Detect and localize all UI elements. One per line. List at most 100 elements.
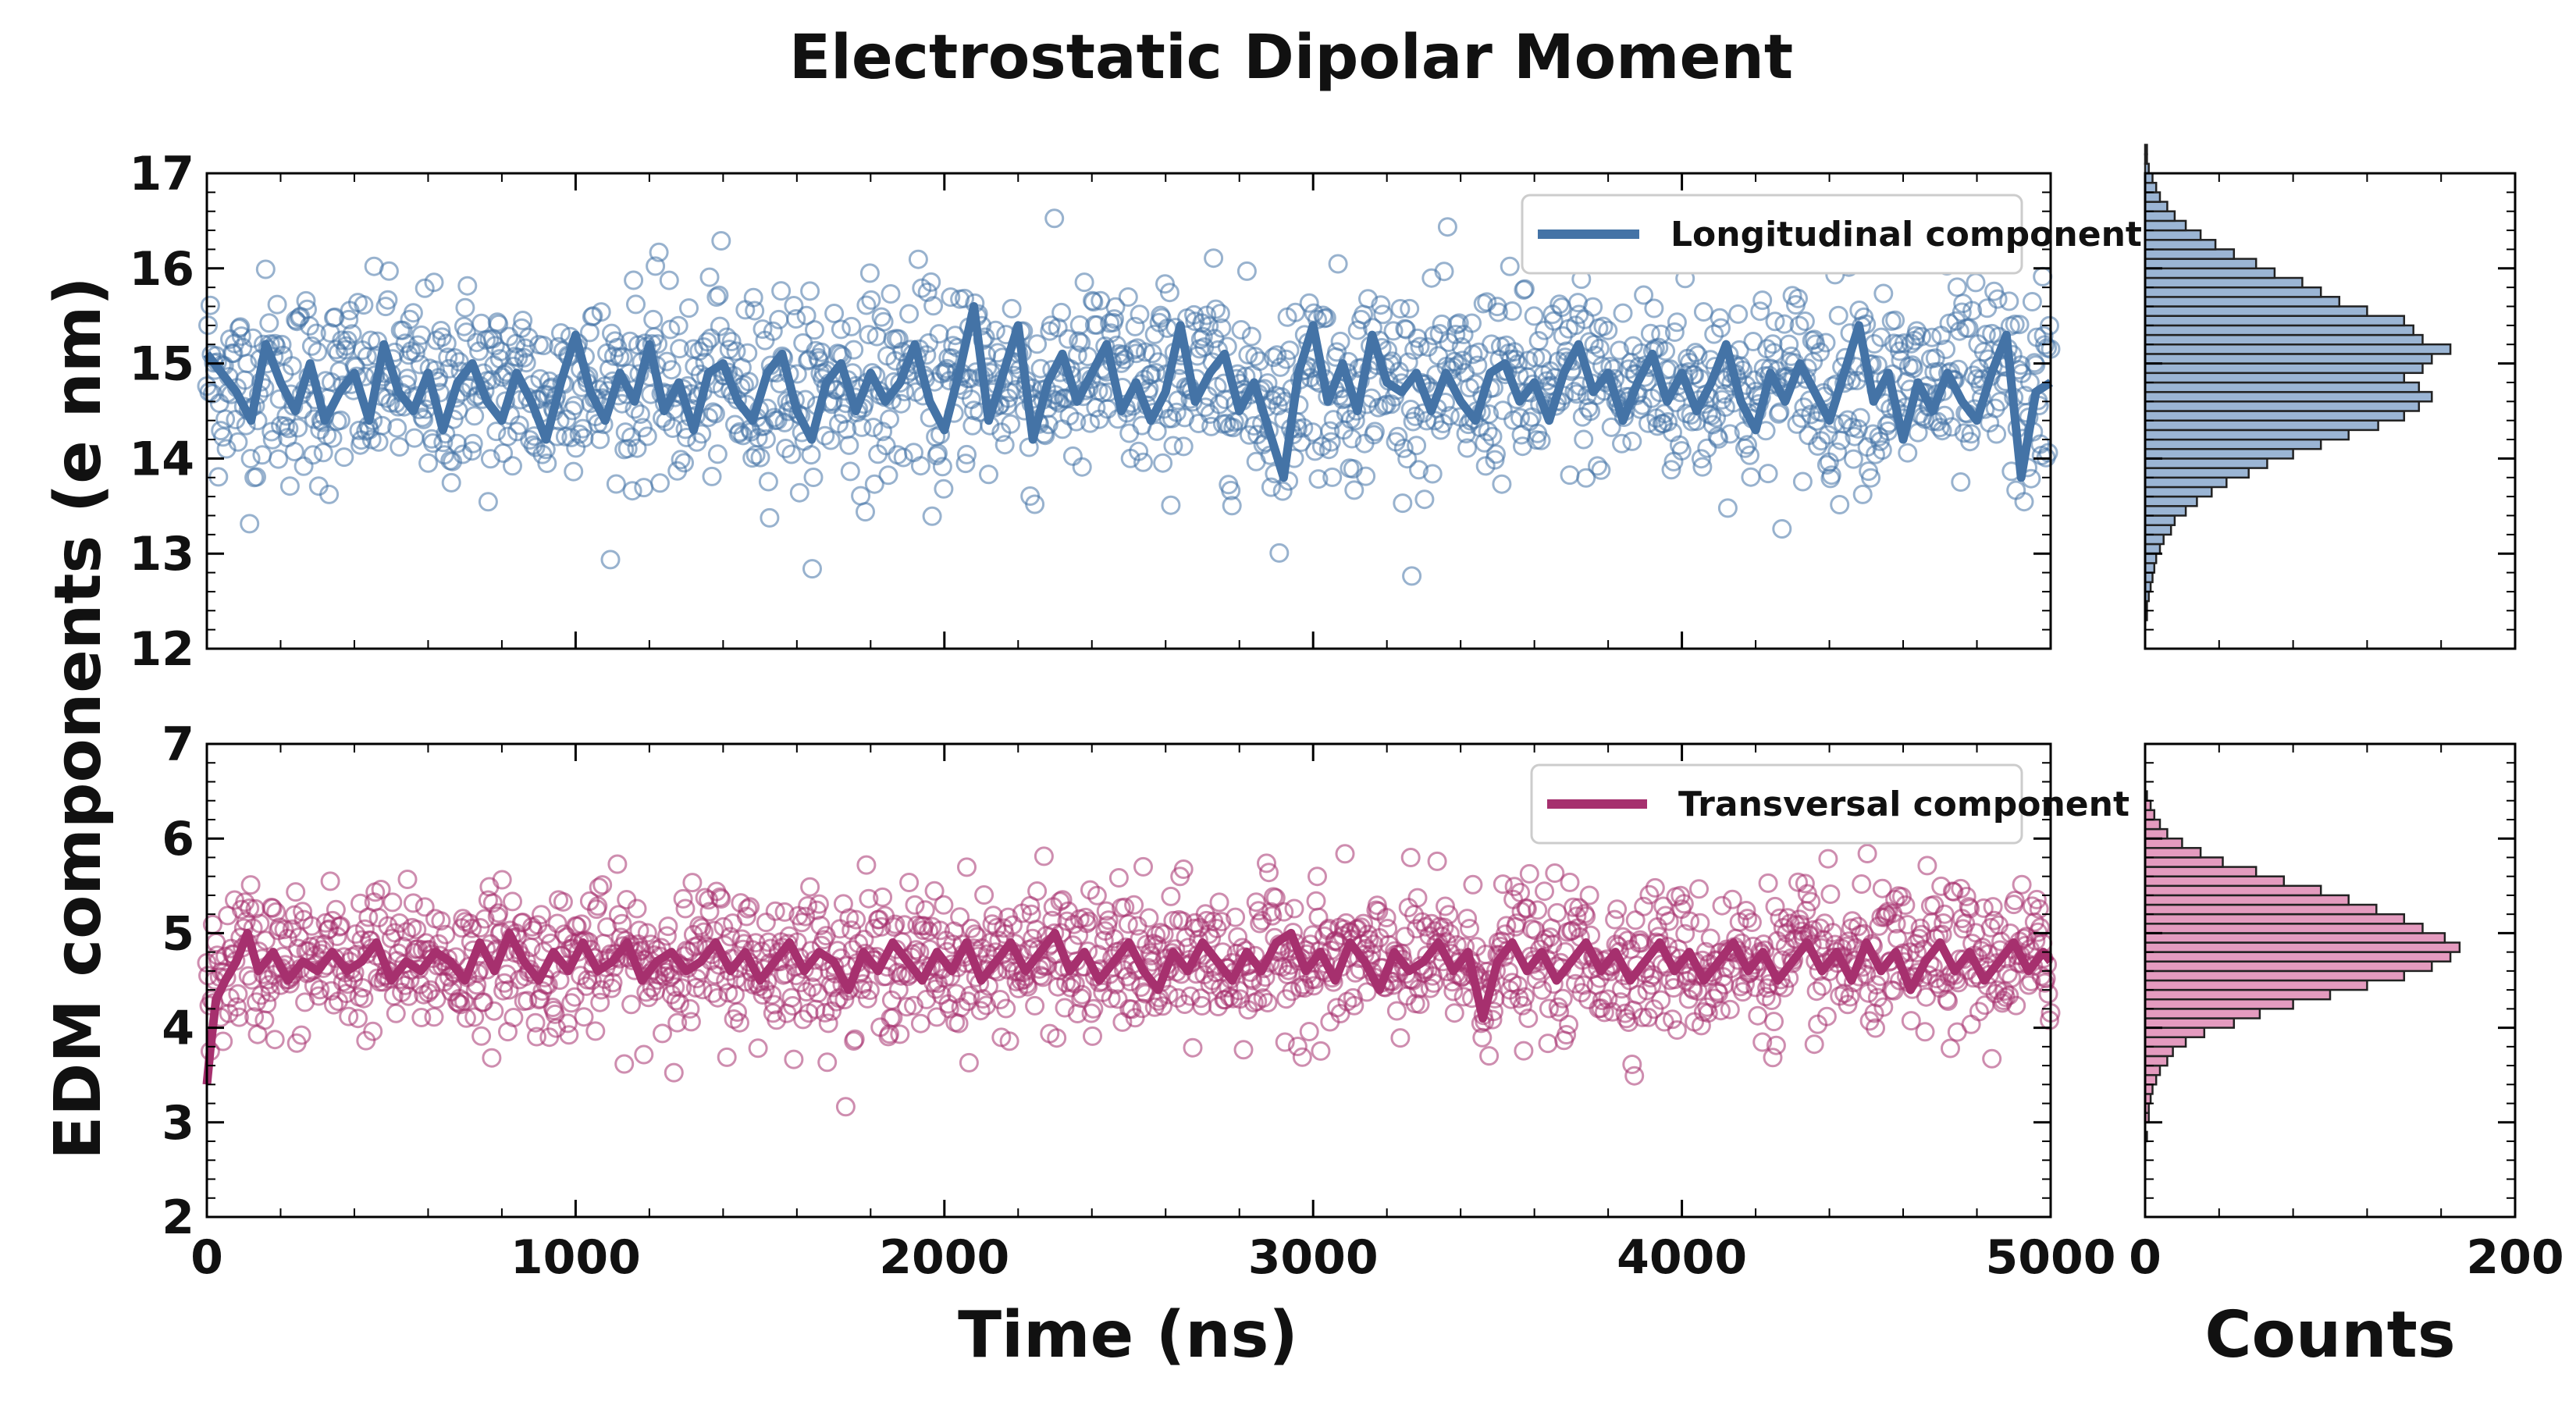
bottom-scatter-point [523, 920, 543, 941]
bottom-histogram-bar [2144, 1008, 2261, 1019]
top-scatter-point [403, 303, 423, 323]
bottom-scatter-point [713, 916, 734, 937]
top-scatter-point [1987, 289, 2008, 309]
top-scatter-point [1397, 449, 1418, 469]
top-histogram-bar [2144, 305, 2368, 317]
bottom-scatter-point [1594, 1002, 1614, 1023]
top-scatter-point [1083, 292, 1104, 312]
bottom-scatter-point [1931, 876, 1952, 896]
top-scatter-point [2014, 492, 2034, 512]
bottom-histogram-bar [2144, 1045, 2174, 1058]
bottom-scatter-point [1806, 981, 1827, 1002]
bottom-scatter-point [1124, 895, 1144, 915]
top-scatter-point [1758, 464, 1778, 484]
top-scatter-point [922, 506, 942, 526]
bottom-scatter-point [1153, 996, 1173, 1016]
top-scatter-point [763, 321, 783, 341]
bottom-scatter-point [1823, 923, 1843, 943]
bottom-scatter-point [2036, 969, 2056, 989]
top-scatter-point [1772, 519, 1792, 539]
top-scatter-point [1528, 331, 1549, 350]
top-scatter-point [859, 263, 880, 283]
bottom-scatter-point [354, 919, 375, 939]
bottom-histogram-bar [2144, 970, 2406, 982]
top-scatter-point [758, 471, 778, 492]
top-scatter-point [707, 444, 728, 464]
top-scatter-point [1272, 481, 1293, 501]
top-scatter-point [674, 453, 694, 473]
top-scatter-point [478, 492, 498, 512]
bottom-scatter-point [1993, 991, 2013, 1010]
top-scatter-point [339, 309, 359, 329]
bottom-scatter-point [1700, 928, 1720, 948]
top-scatter-point [873, 311, 894, 332]
bottom-scatter-point [1564, 897, 1583, 917]
top-scatter-point [1322, 467, 1343, 487]
top-scatter-point [923, 296, 944, 316]
bottom-scatter-point [1226, 907, 1246, 927]
top-scatter-point [322, 428, 343, 448]
bottom-scatter-point [1400, 848, 1421, 867]
bottom-scatter-point [629, 920, 649, 941]
bottom-scatter-point [1801, 891, 1821, 912]
bottom-scatter-point [240, 875, 261, 895]
top-scatter-point [1446, 325, 1466, 344]
bottom-scatter-point [707, 987, 728, 1008]
top-scatter-point [1610, 340, 1629, 361]
bottom-scatter-point [1941, 1038, 1960, 1059]
top-scatter-point [1741, 467, 1761, 487]
top-y-ticks: 12 13 14 15 16 17 [130, 147, 2051, 677]
top-histogram [2144, 144, 2517, 650]
top-scatter-point [1146, 363, 1166, 382]
bottom-scatter-point [436, 924, 456, 945]
bottom-scatter-point [1003, 915, 1023, 935]
bottom-scatter-point [2012, 874, 2032, 895]
bottom-scatter-point [1901, 1011, 1921, 1031]
top-scatter-point [284, 442, 304, 461]
bottom-scatter-point [717, 1047, 737, 1067]
bottom-scatter-point [262, 898, 283, 918]
top-scatter-point [1795, 311, 1815, 331]
top-scatter-point [1001, 414, 1021, 434]
top-scatter-point [1221, 480, 1241, 500]
bottom-y-tick-label: 2 [162, 1190, 194, 1245]
bottom-scatter-point [1248, 901, 1268, 921]
bottom-x-tick-label: 2000 [879, 1230, 1009, 1285]
bottom-scatter-point [527, 1027, 546, 1047]
bottom-scatter-point [699, 902, 720, 922]
top-scatter-point [661, 360, 681, 380]
bottom-scatter-point [1818, 849, 1838, 869]
top-scatter-point [677, 428, 696, 447]
bottom-scatter-point [1518, 1009, 1539, 1028]
top-scatter-point [881, 284, 901, 304]
top-scatter-point [1492, 474, 1512, 494]
bottom-scatter-point [1617, 930, 1638, 951]
top-scatter-point [1388, 426, 1408, 447]
top-scatter-point [332, 330, 352, 350]
top-scatter-point [1263, 347, 1283, 368]
top-scatter-point [1560, 465, 1580, 486]
top-scatter-point [1811, 431, 1831, 451]
bottom-histogram-bar [2144, 1036, 2187, 1048]
top-scatter-point [480, 449, 500, 469]
top-histogram-bar [2144, 144, 2148, 155]
bottom-scatter-point [1439, 923, 1460, 944]
top-scatter-point [1328, 254, 1348, 274]
bottom-scatter-point [1083, 1026, 1102, 1046]
top-scatter-point [891, 393, 911, 414]
top-scatter-point [910, 456, 930, 476]
top-scatter-point [649, 242, 669, 262]
bottom-scatter-point [1055, 998, 1075, 1018]
top-histogram-bar [2144, 390, 2433, 403]
top-scatter-point [378, 290, 398, 310]
top-scatter-point [711, 231, 731, 251]
bottom-scatter-point [621, 994, 642, 1015]
top-scatter-point [706, 287, 727, 307]
top-scatter-point [1457, 438, 1478, 458]
bottom-histogram-bar [2144, 809, 2156, 821]
bottom-scatter-point [531, 905, 551, 925]
top-scatter-point [393, 320, 413, 340]
top-scatter-point [228, 432, 248, 452]
top-scatter-point [820, 430, 841, 450]
